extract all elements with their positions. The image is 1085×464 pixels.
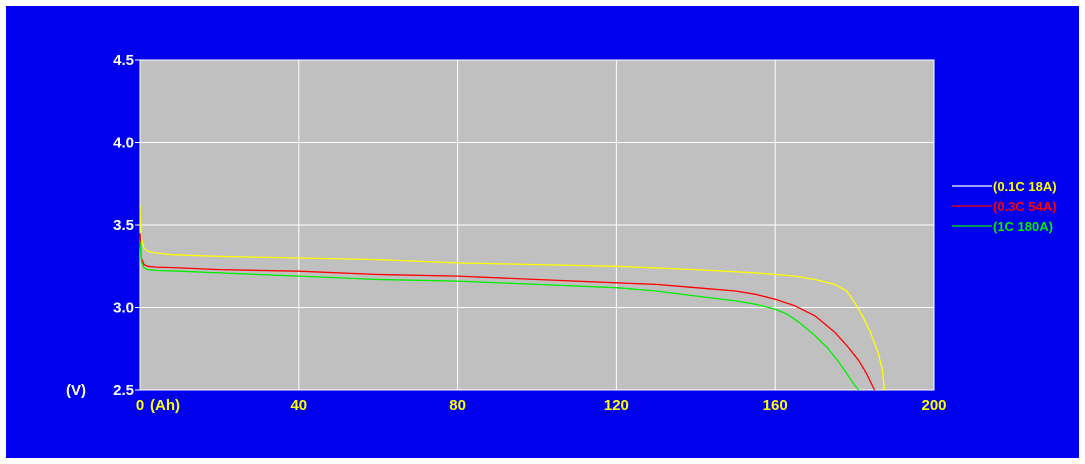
series-line-2 (139, 233, 876, 391)
x-tick-label: 200 (921, 397, 946, 414)
series-lines (139, 205, 886, 391)
y-tick-label: 3.0 (113, 300, 134, 317)
y-tick-label: 4.5 (113, 52, 134, 69)
series-line-3 (139, 241, 860, 391)
x-tick-label: 40 (290, 397, 307, 414)
y-tick-label: 2.5 (113, 382, 134, 399)
legend-label-1: (0.1C 18A) (993, 179, 1057, 194)
grid-lines (135, 59, 935, 391)
x-axis-label: (Ah) (150, 397, 180, 414)
legend-label-2: (0.3C 54A) (993, 199, 1057, 214)
x-tick-labels: 0 40 80 120 160 200 (136, 397, 947, 414)
x-tick-label: 160 (763, 397, 788, 414)
x-tick-label: 120 (604, 397, 629, 414)
y-tick-label: 3.5 (113, 217, 134, 234)
legend-label-3: (1C 180A) (993, 219, 1053, 234)
x-tick-label: 80 (449, 397, 466, 414)
y-tick-label: 4.0 (113, 135, 134, 152)
y-axis-label: (V) (66, 382, 86, 399)
series-line-1 (139, 205, 886, 391)
x-tick-label: 0 (136, 397, 144, 414)
legend: (0.1C 18A) (0.3C 54A) (1C 180A) (952, 179, 1057, 234)
y-tick-labels: 2.5 3.0 3.5 4.0 4.5 (113, 52, 134, 399)
